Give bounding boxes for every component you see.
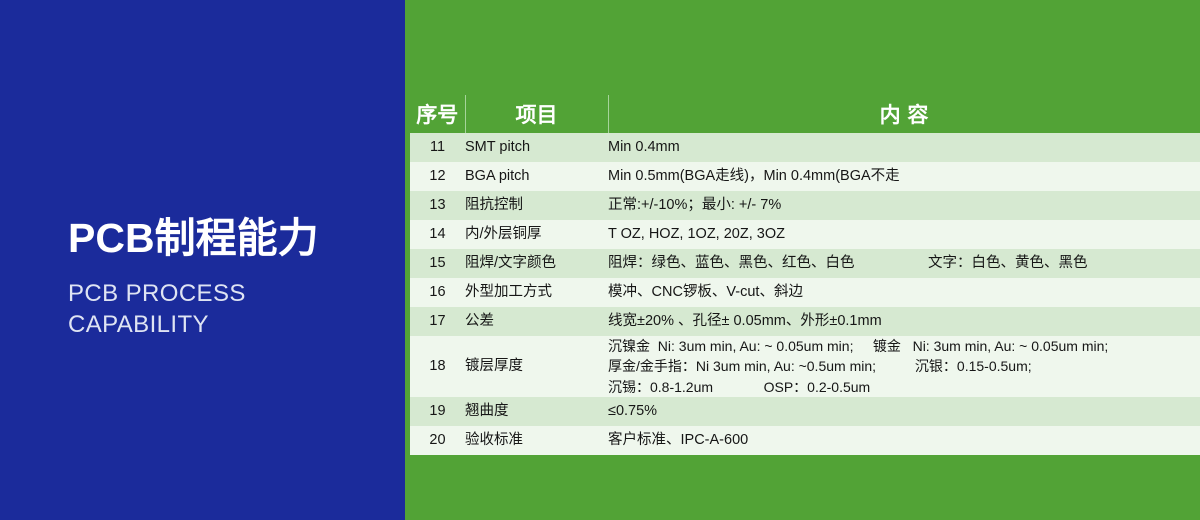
cell-no: 14: [410, 220, 465, 249]
cell-content-line-3: 沉锡：0.8-1.2um OSP：0.2-0.5um: [608, 378, 871, 395]
pcb-capability-table: 序号 项目 内 容 11 SMT pitch Min 0.4mm 12 BGA …: [410, 95, 1200, 455]
column-header-item: 项目: [465, 95, 609, 133]
cell-no: 11: [410, 133, 465, 162]
cell-item: 镀层厚度: [465, 336, 608, 397]
cell-no: 17: [410, 307, 465, 336]
cell-content: 沉镍金 Ni: 3um min, Au: ~ 0.05um min; 镀金 Ni…: [608, 336, 1200, 397]
table-body: 11 SMT pitch Min 0.4mm 12 BGA pitch Min …: [410, 133, 1200, 455]
cell-content-solder-colors: 阻焊：绿色、蓝色、黑色、红色、白色: [608, 254, 855, 271]
cell-item: 外型加工方式: [465, 278, 608, 307]
cell-no: 19: [410, 396, 465, 426]
table-row: 18 镀层厚度 沉镍金 Ni: 3um min, Au: ~ 0.05um mi…: [410, 336, 1200, 397]
cell-content: Min 0.4mm: [608, 133, 1200, 162]
cell-no: 15: [410, 249, 465, 278]
cell-content-legend-colors: 文字：白色、黄色、黑色: [928, 254, 1088, 271]
table-row: 14 内/外层铜厚 T OZ, HOZ, 1OZ, 20Z, 3OZ: [410, 220, 1200, 249]
cell-content: 模冲、CNC锣板、V-cut、斜边: [608, 278, 1200, 307]
cell-item: 翘曲度: [465, 396, 608, 426]
left-title-panel: PCB制程能力 PCB PROCESS CAPABILITY: [0, 0, 405, 520]
cell-content: 客户标准、IPC-A-600: [608, 425, 1200, 455]
page-subtitle-line-2: CAPABILITY: [68, 310, 209, 338]
cell-item: 验收标准: [465, 425, 608, 455]
table-row: 11 SMT pitch Min 0.4mm: [410, 133, 1200, 162]
cell-content: Min 0.5mm(BGA走线)，Min 0.4mm(BGA不走: [608, 162, 1200, 191]
cell-content: 阻焊：绿色、蓝色、黑色、红色、白色 文字：白色、黄色、黑色: [608, 249, 1200, 278]
cell-content: 正常:+/-10%；最小: +/- 7%: [608, 191, 1200, 220]
cell-item: 阻焊/文字颜色: [465, 249, 608, 278]
table-row: 20 验收标准 客户标准、IPC-A-600: [410, 425, 1200, 455]
cell-content-line-1: 沉镍金 Ni: 3um min, Au: ~ 0.05um min; 镀金 Ni…: [608, 338, 1109, 354]
page-title-cn: PCB制程能力: [68, 215, 319, 261]
column-header-content: 内 容: [608, 95, 1200, 133]
cell-no: 12: [410, 162, 465, 191]
table-header-row: 序号 项目 内 容: [410, 95, 1200, 133]
table-row: 16 外型加工方式 模冲、CNC锣板、V-cut、斜边: [410, 278, 1200, 307]
cell-no: 16: [410, 278, 465, 307]
cell-item: 内/外层铜厚: [465, 220, 608, 249]
cell-no: 18: [410, 336, 465, 397]
cell-no: 13: [410, 191, 465, 220]
column-header-no: 序号: [410, 95, 466, 133]
page-subtitle-line-1: PCB PROCESS: [68, 280, 246, 307]
cell-item: 公差: [465, 307, 608, 336]
cell-content: ≤0.75%: [608, 396, 1200, 426]
table-row: 13 阻抗控制 正常:+/-10%；最小: +/- 7%: [410, 191, 1200, 220]
table-header: 序号 项目 内 容: [410, 95, 1200, 133]
page-subtitle-en: PCB PROCESS CAPABILITY: [68, 279, 398, 340]
table-row: 12 BGA pitch Min 0.5mm(BGA走线)，Min 0.4mm(…: [410, 162, 1200, 191]
table-row: 19 翘曲度 ≤0.75%: [410, 396, 1200, 426]
title-block: PCB制程能力 PCB PROCESS CAPABILITY: [68, 218, 398, 340]
cell-content: T OZ, HOZ, 1OZ, 20Z, 3OZ: [608, 220, 1200, 249]
spec-table-container: 序号 项目 内 容 11 SMT pitch Min 0.4mm 12 BGA …: [410, 95, 1200, 455]
cell-item: SMT pitch: [465, 133, 608, 162]
table-row: 17 公差 线宽±20% 、孔径± 0.05mm、外形±0.1mm: [410, 307, 1200, 336]
cell-item: BGA pitch: [465, 162, 608, 191]
cell-content: 线宽±20% 、孔径± 0.05mm、外形±0.1mm: [608, 307, 1200, 336]
cell-item: 阻抗控制: [465, 191, 608, 220]
table-row: 15 阻焊/文字颜色 阻焊：绿色、蓝色、黑色、红色、白色 文字：白色、黄色、黑色: [410, 249, 1200, 278]
cell-no: 20: [410, 425, 465, 455]
cell-content-line-2: 厚金/金手指：Ni 3um min, Au: ~0.5um min; 沉银：0.…: [608, 358, 1032, 375]
